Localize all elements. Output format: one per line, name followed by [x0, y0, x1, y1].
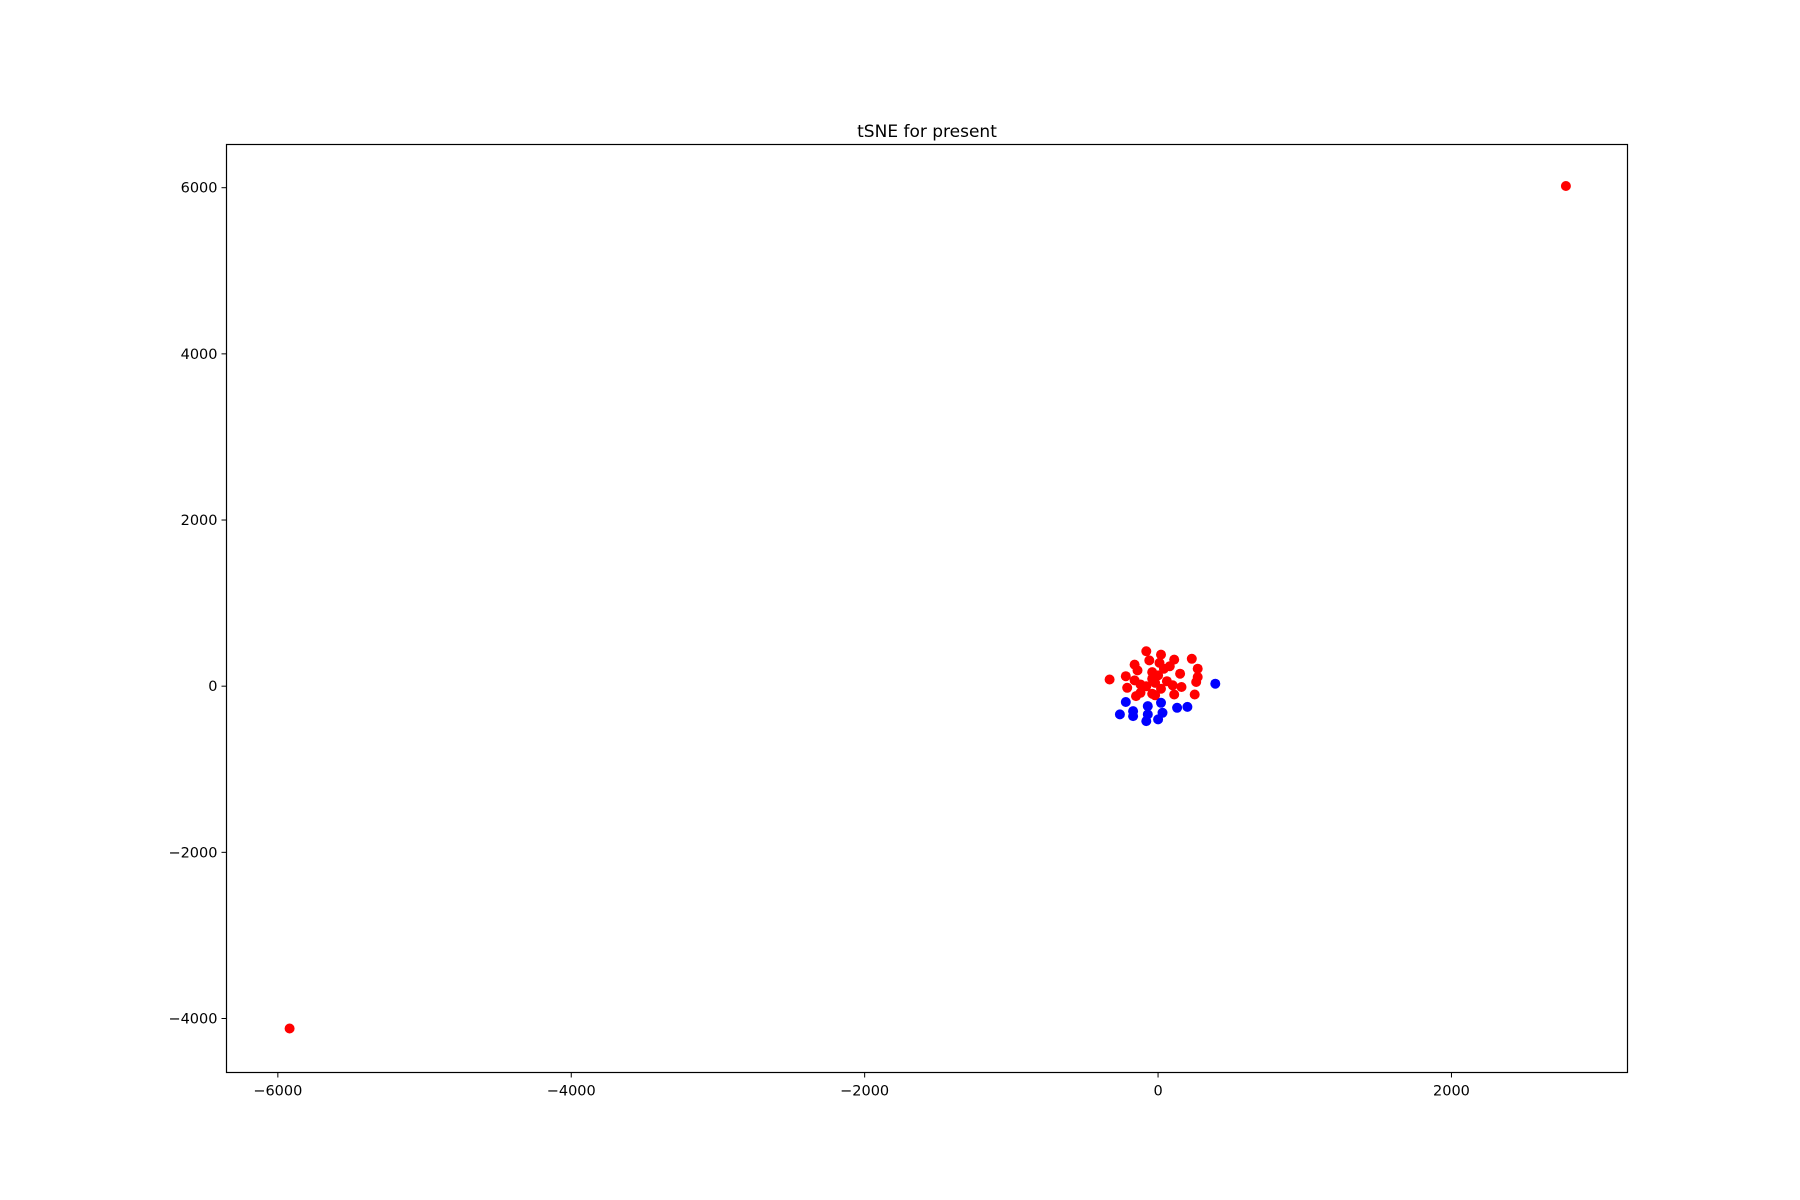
scatter-point-s1-5 [1182, 701, 1193, 712]
scatter-point-s0-4 [1156, 649, 1166, 660]
scatter-point-s0-2 [1104, 674, 1115, 685]
x-tick-label: 0 [1153, 1084, 1162, 1100]
x-tick-label: −2000 [840, 1084, 889, 1100]
x-tick-label: −4000 [547, 1084, 596, 1100]
y-tick-label: −2000 [168, 845, 217, 861]
scatter-point-s1-2 [1156, 697, 1166, 708]
scatter-point-s0-26 [1167, 680, 1178, 691]
y-tick-label: 0 [208, 679, 217, 695]
scatter-point-s1-11 [1141, 716, 1152, 727]
y-tick-label: 4000 [181, 347, 218, 363]
scatter-point-s1-8 [1114, 709, 1125, 720]
scatter-point-s1-1 [1120, 697, 1131, 707]
scatter-point-s0-12 [1192, 663, 1203, 674]
scatter-point-s0-32 [1169, 689, 1180, 700]
scatter-point-s1-4 [1172, 702, 1183, 713]
x-tick-label: −6000 [253, 1084, 302, 1100]
scatter-point-s1-12 [1153, 714, 1164, 725]
scatter-point-s0-35 [1150, 690, 1161, 701]
scatter-point-s0-27 [1176, 682, 1187, 692]
scatter-point-s0-22 [1191, 677, 1202, 687]
y-tick-label: 2000 [181, 513, 218, 529]
scatter-point-s0-25 [1122, 682, 1133, 693]
plot-frame [225, 143, 1629, 1074]
scatter-point-s0-16 [1120, 671, 1131, 682]
scatter-point-s0-13 [1132, 665, 1143, 676]
scatter-point-s0-28 [1141, 681, 1152, 692]
scatter-point-s1-3 [1142, 701, 1153, 712]
scatter-point-s0-0 [1560, 181, 1571, 191]
scatter-point-s1-0 [1210, 678, 1221, 689]
y-tick-label: −4000 [168, 1011, 217, 1027]
scatter-point-s0-11 [1158, 663, 1169, 674]
scatter-point-s0-3 [1141, 646, 1152, 657]
scatter-point-s0-7 [1144, 655, 1155, 666]
scatter-point-s0-29 [1156, 683, 1166, 694]
scatter-point-s0-34 [1131, 691, 1141, 702]
chart-title: tSNE for present [857, 122, 997, 142]
y-tick-label: 6000 [181, 181, 218, 197]
scatter-point-s1-10 [1128, 711, 1139, 722]
scatter-point-s0-33 [1189, 689, 1200, 700]
scatter-point-s0-1 [284, 1023, 295, 1034]
x-tick-label: 2000 [1433, 1084, 1470, 1100]
ticks-layer: −6000 −4000 −2000 0 2000 −4000 −2000 0 2000 4000 6… [168, 181, 1469, 1100]
scatter-point-s0-15 [1175, 668, 1186, 679]
scatter-point-s0-6 [1186, 653, 1197, 664]
points-layer [284, 181, 1571, 1034]
